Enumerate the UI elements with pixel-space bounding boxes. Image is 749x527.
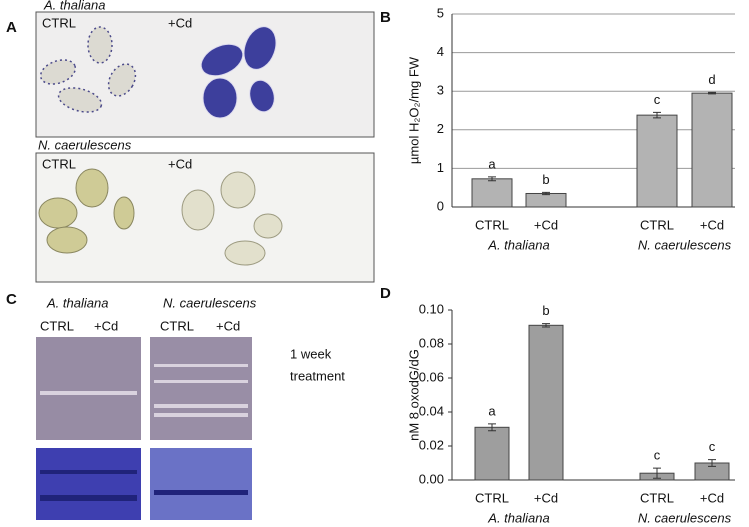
x-tick-label: +Cd (534, 217, 558, 232)
error-bar (488, 423, 496, 432)
leaves (181, 171, 283, 266)
significance-letter: d (708, 72, 715, 87)
group-label: A. thaliana (487, 510, 549, 525)
y-tick-label: 2 (437, 121, 444, 136)
x-tick-label: CTRL (475, 490, 509, 505)
y-tick-label: 0 (437, 198, 444, 213)
x-tick-label: CTRL (640, 217, 674, 232)
y-tick-label: 0.00 (419, 471, 444, 486)
x-tick-label: +Cd (700, 490, 724, 505)
panel-label: B (380, 9, 391, 26)
significance-letter: c (709, 439, 716, 454)
group-label: N. caerulescens (638, 237, 732, 252)
gel-zymogram (36, 337, 141, 440)
error-bar (488, 176, 496, 182)
x-tick-label: +Cd (700, 217, 724, 232)
significance-letter: a (488, 403, 496, 418)
error-bar (708, 459, 716, 467)
x-tick-label: CTRL (475, 217, 509, 232)
species-label: N. caerulescens (38, 137, 132, 152)
species-label: N. caerulescens (163, 295, 257, 310)
y-tick-label: 5 (437, 5, 444, 20)
gel-bands (40, 470, 248, 501)
condition-label: +Cd (168, 156, 192, 171)
panel-label: A (6, 19, 17, 36)
gel-zymogram (150, 337, 252, 440)
error-bar (542, 191, 550, 196)
condition-label: +Cd (168, 15, 192, 30)
bar (474, 426, 510, 481)
significance-letter: b (542, 172, 549, 187)
leaves (200, 26, 277, 119)
leaves (38, 168, 135, 254)
gel-bands (40, 364, 248, 417)
gel-coomassie (150, 448, 252, 520)
y-tick-label: 0.04 (419, 403, 444, 418)
significance-letter: c (654, 448, 661, 463)
x-tick-label: +Cd (534, 490, 558, 505)
y-tick-label: 0.08 (419, 335, 444, 350)
error-bar (653, 111, 661, 119)
y-tick-label: 0.10 (419, 301, 444, 316)
leaves (39, 26, 137, 113)
species-label: A. thaliana (46, 295, 108, 310)
y-tick-label: 1 (437, 160, 444, 175)
y-tick-label: 3 (437, 83, 444, 98)
species-label: A. thaliana (43, 0, 105, 12)
group-label: N. caerulescens (638, 510, 732, 525)
condition-label: +Cd (94, 318, 118, 333)
panel-label: C (6, 291, 17, 308)
bar (691, 92, 733, 208)
significance-letter: a (488, 156, 496, 171)
y-tick-label: 0.06 (419, 369, 444, 384)
error-bar (708, 91, 716, 95)
treatment-note: treatment (290, 368, 345, 383)
condition-label: CTRL (40, 318, 74, 333)
bar (528, 324, 564, 481)
error-bar (542, 323, 550, 328)
error-bar (653, 467, 661, 479)
condition-label: CTRL (160, 318, 194, 333)
y-tick-label: 4 (437, 44, 444, 59)
bar (636, 114, 678, 208)
significance-letter: c (654, 92, 661, 107)
significance-letter: b (542, 303, 549, 318)
condition-label: CTRL (42, 156, 76, 171)
panel-label: D (380, 285, 391, 302)
bar (525, 192, 567, 208)
y-axis-label: nM 8 oxodG/dG (406, 349, 421, 441)
bar (471, 178, 513, 208)
condition-label: +Cd (216, 318, 240, 333)
condition-label: CTRL (42, 15, 76, 30)
photo-frame (35, 11, 375, 138)
x-tick-label: CTRL (640, 490, 674, 505)
y-tick-label: 0.02 (419, 437, 444, 452)
group-label: A. thaliana (487, 237, 549, 252)
gel-coomassie (36, 448, 141, 520)
y-axis-label: µmol H₂O₂/mg FW (406, 56, 421, 164)
treatment-note: 1 week (290, 346, 332, 361)
